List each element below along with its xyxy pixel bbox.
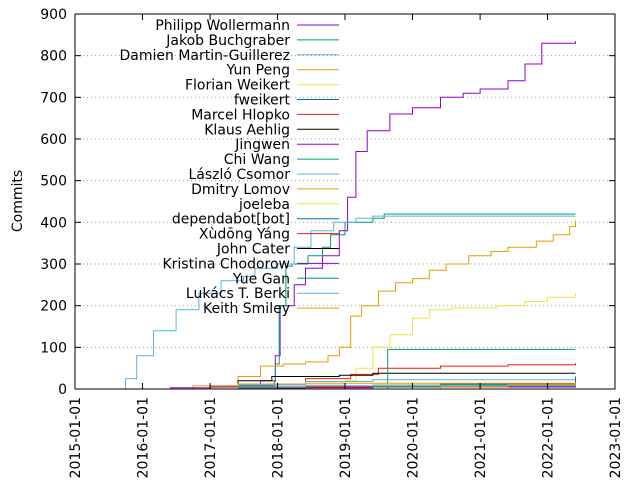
x-tick-label: 2016-01-01: [135, 397, 151, 478]
legend-label: László Csomor: [188, 167, 290, 183]
x-axis: 2015-01-01 2016-01-01 2017-01-01 2018-01-01…: [68, 14, 624, 478]
x-tick-label: 2022-01-01: [541, 397, 557, 478]
y-tick-label: 700: [40, 90, 67, 106]
series-line: [153, 382, 576, 390]
legend-label: Jingwen: [234, 137, 290, 153]
legend-label: Philipp Wollermann: [155, 18, 290, 34]
legend-label: Yue Gan: [232, 271, 290, 287]
y-axis: 0 100 200 300 400 500 600 700 800 900: [40, 7, 615, 398]
legend-label: joeleba: [238, 197, 290, 213]
legend-label: Keith Smiley: [203, 301, 290, 317]
series-line: [119, 215, 576, 390]
y-tick-label: 500: [40, 174, 67, 190]
x-tick-label: 2021-01-01: [473, 397, 489, 478]
gridlines: [75, 55, 615, 348]
legend-label: John Cater: [216, 242, 290, 258]
x-tick-label: 2019-01-01: [338, 397, 354, 478]
legend-label: Yun Peng: [226, 63, 290, 79]
legend-label: Marcel Hlopko: [191, 107, 290, 123]
legend-label: fweikert: [234, 93, 291, 109]
y-tick-label: 400: [40, 215, 67, 231]
legend-label: Damien Martin-Guillerez: [120, 48, 290, 64]
x-tick-label: 2017-01-01: [203, 397, 219, 478]
plot-frame: [74, 13, 616, 390]
legend-label: Xùdōng Yáng: [199, 227, 290, 243]
legend-label: Kristina Chodorow: [162, 256, 290, 272]
y-tick-label: 300: [40, 257, 67, 273]
legend-label: Jakob Buchgraber: [165, 33, 290, 49]
series-line: [210, 220, 576, 390]
legend-label: Lukács T. Berki: [186, 286, 290, 302]
y-tick-label: 200: [40, 299, 67, 315]
x-tick-label: 2018-01-01: [271, 397, 287, 478]
legend-label: Klaus Aehlig: [204, 122, 290, 138]
x-tick-label: 2023-01-01: [608, 397, 624, 478]
x-tick-label: 2015-01-01: [68, 397, 84, 478]
legend-label: Dmitry Lomov: [191, 182, 290, 198]
y-tick-label: 800: [40, 49, 67, 65]
y-tick-label: 100: [40, 340, 67, 356]
y-tick-label: 0: [58, 382, 67, 398]
x-tick-label: 2020-01-01: [405, 397, 421, 478]
legend-label: Florian Weikert: [185, 78, 291, 94]
y-tick-label: 600: [40, 132, 67, 148]
legend-label: Chi Wang: [224, 152, 290, 168]
series-line: [148, 213, 576, 390]
y-tick-label: 900: [40, 7, 67, 23]
legend-label: dependabot[bot]: [172, 212, 290, 228]
y-axis-title: Commits: [10, 170, 26, 232]
